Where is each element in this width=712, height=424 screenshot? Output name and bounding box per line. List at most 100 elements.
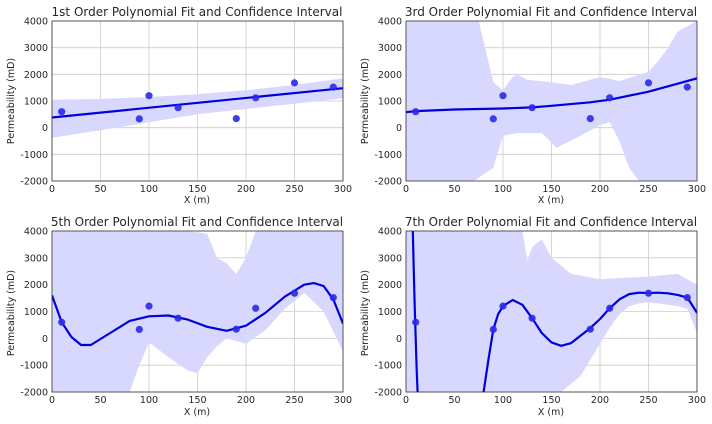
axes-frame <box>405 230 698 393</box>
y-tick-label: -1000 <box>374 361 402 372</box>
subplot-7th-order: 7th Order Polynomial Fit and Confidence … <box>360 215 706 418</box>
x-tick-label: 300 <box>334 184 352 195</box>
data-point <box>329 293 337 302</box>
y-tick-label: 3000 <box>24 253 48 264</box>
y-axis-label: Permeability (mD) <box>360 58 371 144</box>
y-tick-label: 0 <box>42 123 48 134</box>
y-tick-label: 4000 <box>378 227 402 238</box>
plot-content <box>52 78 343 138</box>
x-tick-label: 200 <box>237 184 255 195</box>
data-point <box>290 289 299 297</box>
x-tick-label: 250 <box>639 395 657 406</box>
data-point <box>489 115 497 123</box>
plot-content <box>52 231 343 392</box>
plot-area: 0 50 100 150 200 250 300 -2000 -1000 0 1000 2000 300… <box>374 17 706 196</box>
plot-content <box>406 21 697 181</box>
fit-line <box>52 282 343 347</box>
data-point <box>683 83 691 91</box>
data-point <box>683 293 691 302</box>
data-point <box>606 94 614 102</box>
data-point <box>232 115 240 123</box>
x-tick-label: 100 <box>140 184 158 195</box>
y-tick-label: -2000 <box>20 388 48 399</box>
subplot-3rd-order: 3rd Order Polynomial Fit and Confidence … <box>360 5 706 206</box>
x-tick-label: 150 <box>542 184 560 195</box>
x-tick-label: 50 <box>94 395 106 406</box>
confidence-band <box>52 78 343 138</box>
data-point <box>606 304 614 312</box>
axes-frame <box>51 230 344 393</box>
fit-line <box>52 87 343 119</box>
data-point <box>145 302 153 310</box>
y-tick-label: -2000 <box>374 177 402 188</box>
y-tick-label: -1000 <box>374 150 402 161</box>
x-tick-label: 0 <box>403 184 409 195</box>
x-tick-label: 150 <box>188 395 206 406</box>
axes-frame <box>405 20 698 182</box>
data-point <box>58 108 66 116</box>
data-point <box>174 104 182 112</box>
x-tick-label: 250 <box>285 184 303 195</box>
chart-title: 3rd Order Polynomial Fit and Confidence … <box>405 5 697 19</box>
x-tick-label: 300 <box>688 395 706 406</box>
y-axis-label: Permeability (mD) <box>6 270 17 356</box>
y-tick-label: 3000 <box>378 253 402 264</box>
x-axis-label: X (m) <box>538 195 564 206</box>
data-point <box>252 304 260 312</box>
y-tick-label: 0 <box>396 334 402 345</box>
subplot-1st-order: 1st Order Polynomial Fit and Confidence … <box>6 5 352 206</box>
plot-area: 0 50 100 150 200 250 300 -2000 -1000 0 1000 2000 300… <box>20 17 352 196</box>
x-tick-label: 50 <box>94 184 106 195</box>
x-tick-label: 250 <box>285 395 303 406</box>
data-point <box>499 92 507 100</box>
data-point <box>644 79 653 87</box>
x-tick-label: 0 <box>403 395 409 406</box>
x-tick-label: 300 <box>334 395 352 406</box>
plot-area: 0 50 100 150 200 250 300 -2000 -1000 0 1000 2000 300… <box>20 227 352 407</box>
data-point <box>145 92 153 100</box>
y-tick-label: 0 <box>396 123 402 134</box>
data-point <box>135 115 143 123</box>
y-tick-label: 0 <box>42 334 48 345</box>
confidence-band <box>406 21 697 181</box>
data-point <box>499 302 507 310</box>
x-tick-label: 100 <box>140 395 158 406</box>
y-tick-label: -1000 <box>20 150 48 161</box>
x-tick-label: 50 <box>448 184 460 195</box>
data-point <box>528 104 536 112</box>
data-point <box>135 325 143 334</box>
y-tick-label: 2000 <box>24 70 48 81</box>
data-point <box>58 318 66 326</box>
data-point <box>290 79 299 87</box>
confidence-band <box>52 231 343 392</box>
chart-title: 1st Order Polynomial Fit and Confidence … <box>52 5 343 19</box>
data-point <box>489 325 497 334</box>
x-axis-label: X (m) <box>184 195 210 206</box>
y-tick-label: 3000 <box>378 43 402 54</box>
subplot-5th-order: 5th Order Polynomial Fit and Confidence … <box>6 215 352 418</box>
data-point <box>412 108 420 116</box>
data-point <box>412 318 420 326</box>
y-tick-label: -2000 <box>20 177 48 188</box>
data-point <box>174 314 182 322</box>
y-tick-label: 1000 <box>24 307 48 318</box>
x-tick-label: 250 <box>639 184 657 195</box>
y-tick-label: 1000 <box>378 97 402 108</box>
x-tick-label: 200 <box>237 395 255 406</box>
data-point <box>329 83 337 91</box>
x-tick-label: 300 <box>688 184 706 195</box>
x-tick-label: 50 <box>448 395 460 406</box>
fit-line <box>406 77 697 114</box>
plot-content <box>406 231 697 392</box>
confidence-band <box>406 231 697 392</box>
y-axis-label: Permeability (mD) <box>360 270 371 356</box>
y-tick-label: 3000 <box>24 43 48 54</box>
y-axis-label: Permeability (mD) <box>6 58 17 144</box>
data-point <box>586 325 594 333</box>
x-tick-label: 200 <box>591 184 609 195</box>
plot-area: 0 50 100 150 200 250 300 -2000 -1000 0 1000 2000 300… <box>374 227 706 407</box>
y-tick-label: 4000 <box>378 17 402 28</box>
y-tick-label: 4000 <box>24 17 48 28</box>
y-tick-label: -2000 <box>374 388 402 399</box>
